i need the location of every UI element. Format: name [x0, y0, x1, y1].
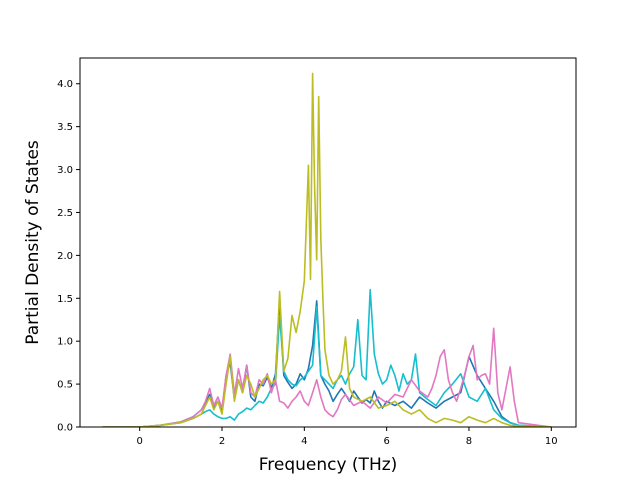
- y-tick-label: 2.0: [57, 251, 73, 262]
- plot-area: [103, 73, 552, 427]
- y-tick-label: 2.5: [57, 208, 73, 219]
- x-tick-label: 0: [136, 436, 142, 447]
- y-axis-label: Partial Density of States: [23, 140, 43, 345]
- x-tick-label: 6: [383, 436, 389, 447]
- y-tick-label: 1.0: [57, 337, 73, 348]
- y-tick-label: 4.0: [57, 79, 73, 90]
- x-axis: 0 2 4 6 8 10: [136, 427, 557, 447]
- x-tick-label: 4: [301, 436, 307, 447]
- x-tick-label: 8: [466, 436, 472, 447]
- y-tick-label: 0.5: [57, 380, 73, 391]
- x-tick-label: 10: [545, 436, 558, 447]
- y-axis: 0.0 0.5 1.0 1.5 2.0 2.5 3.0 3.5 4.0: [57, 79, 80, 433]
- y-tick-label: 3.5: [57, 122, 73, 133]
- series-line-3: [103, 328, 552, 427]
- y-tick-label: 3.0: [57, 165, 73, 176]
- y-tick-label: 1.5: [57, 294, 73, 305]
- x-tick-label: 2: [219, 436, 225, 447]
- y-tick-label: 0.0: [57, 423, 73, 434]
- x-axis-label: Frequency (THz): [259, 455, 398, 475]
